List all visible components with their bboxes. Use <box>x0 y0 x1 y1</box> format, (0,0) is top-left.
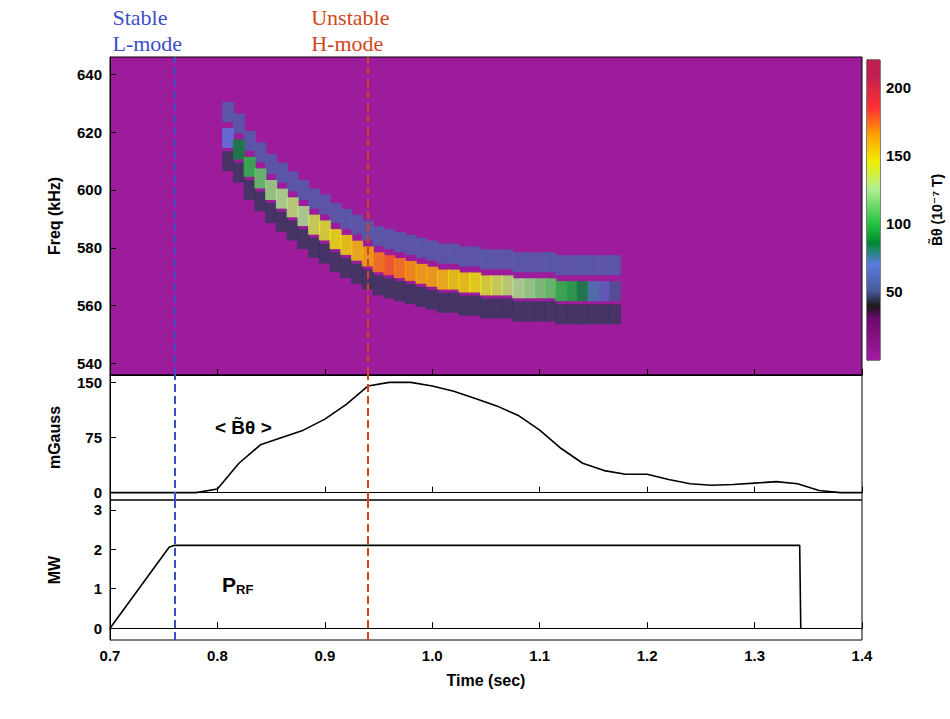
svg-text:600: 600 <box>77 181 102 198</box>
svg-text:1.1: 1.1 <box>529 647 550 664</box>
svg-text:150: 150 <box>77 374 102 391</box>
svg-text:640: 640 <box>77 66 102 83</box>
svg-text:< B̃θ >: < B̃θ > <box>215 416 272 438</box>
svg-text:560: 560 <box>77 297 102 314</box>
svg-text:0.9: 0.9 <box>314 647 335 664</box>
svg-text:RF: RF <box>236 582 253 597</box>
svg-text:580: 580 <box>77 239 102 256</box>
svg-text:100: 100 <box>886 215 911 232</box>
svg-text:0: 0 <box>94 484 102 501</box>
svg-text:mGauss: mGauss <box>46 406 63 469</box>
svg-text:B̃θ (10⁻⁷ T): B̃θ (10⁻⁷ T) <box>928 174 945 246</box>
svg-text:Freq (kHz): Freq (kHz) <box>46 177 63 255</box>
svg-text:0.7: 0.7 <box>100 647 121 664</box>
svg-text:P: P <box>222 573 236 596</box>
svg-text:Stable: Stable <box>112 5 167 30</box>
svg-text:1.3: 1.3 <box>744 647 765 664</box>
svg-text:H-mode: H-mode <box>311 31 383 56</box>
svg-text:150: 150 <box>886 147 911 164</box>
svg-text:75: 75 <box>85 429 102 446</box>
svg-text:MW: MW <box>46 555 63 584</box>
svg-text:0.8: 0.8 <box>207 647 228 664</box>
svg-text:Time (sec): Time (sec) <box>447 672 526 689</box>
svg-text:1.4: 1.4 <box>852 647 874 664</box>
svg-text:L-mode: L-mode <box>112 31 182 56</box>
svg-text:0: 0 <box>94 620 102 637</box>
svg-text:200: 200 <box>886 79 911 96</box>
svg-text:1.2: 1.2 <box>637 647 658 664</box>
svg-text:2: 2 <box>94 541 102 558</box>
svg-text:50: 50 <box>886 283 903 300</box>
svg-text:1.0: 1.0 <box>422 647 443 664</box>
svg-text:1: 1 <box>94 580 102 597</box>
svg-text:Unstable: Unstable <box>311 5 389 30</box>
svg-text:620: 620 <box>77 124 102 141</box>
svg-text:540: 540 <box>77 355 102 372</box>
svg-text:3: 3 <box>94 501 102 518</box>
